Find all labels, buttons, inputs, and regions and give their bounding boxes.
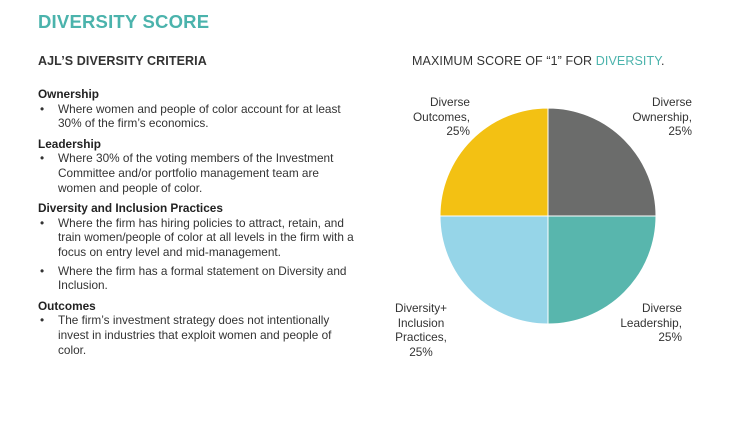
pie-slice-diverse-outcomes xyxy=(439,107,549,217)
bullet-icon: • xyxy=(40,101,45,116)
bullet-item: • Where the firm has hiring policies to … xyxy=(38,216,358,260)
section-heading: Outcomes xyxy=(38,298,96,313)
bullet-text: Where 30% of the voting members of the I… xyxy=(58,151,334,195)
bullet-text: Where the firm has a formal statement on… xyxy=(58,263,347,293)
pie-slice-diverse-ownership xyxy=(547,107,657,217)
bullet-icon: • xyxy=(40,215,45,230)
bullet-icon: • xyxy=(40,313,45,328)
section-heading: Ownership xyxy=(38,87,99,101)
criteria-section-outcomes: Outcomes • The firm’s investment strateg… xyxy=(38,299,358,357)
section-heading: Diversity and Inclusion Practices xyxy=(38,201,223,216)
label-line: Diverse xyxy=(430,95,470,109)
label-line: 25% xyxy=(668,124,692,138)
label-line: Practices, xyxy=(395,330,447,344)
slice-label-outcomes: Diverse Outcomes, 25% xyxy=(360,95,470,139)
pie-chart xyxy=(439,107,657,325)
bullet-icon: • xyxy=(40,263,45,278)
bullet-item: • Where 30% of the voting members of the… xyxy=(38,151,358,195)
criteria-section-practices: Diversity and Inclusion Practices • Wher… xyxy=(38,201,358,293)
slice-label-ownership: Diverse Ownership, 25% xyxy=(582,95,692,139)
label-line: Diverse xyxy=(652,95,692,109)
label-line: 25% xyxy=(409,344,433,359)
bullet-icon: • xyxy=(40,151,45,166)
bullet-item: • Where women and people of color accoun… xyxy=(38,102,358,131)
slice-label-leadership: Diverse Leadership, 25% xyxy=(572,301,682,345)
criteria-heading: AJL’S DIVERSITY CRITERIA xyxy=(38,54,207,68)
slice-label-practices: Diversity+ Inclusion Practices, 25% xyxy=(366,301,476,359)
pie-slice-diverse-leadership xyxy=(547,215,657,325)
bullet-item: • The firm’s investment strategy does no… xyxy=(38,313,358,357)
criteria-section-leadership: Leadership • Where 30% of the voting mem… xyxy=(38,137,358,195)
bullet-text: The firm’s investment strategy does not … xyxy=(58,313,332,357)
pie-slice-diversity-inclusion-practices xyxy=(439,215,549,325)
bullet-item: • Where the firm has a formal statement … xyxy=(38,264,358,293)
label-line: Ownership, xyxy=(632,109,692,124)
chart-title-accent: DIVERSITY xyxy=(595,54,662,68)
bullet-text: Where women and people of color account … xyxy=(58,101,341,131)
chart-title-text: MAXIMUM SCORE OF “1” FOR xyxy=(412,54,596,68)
label-line: Diversity+ xyxy=(394,301,448,315)
label-line: Inclusion xyxy=(397,315,445,330)
label-line: Leadership, xyxy=(620,315,682,330)
section-heading: Leadership xyxy=(38,136,101,151)
criteria-section-ownership: Ownership • Where women and people of co… xyxy=(38,87,358,131)
criteria-list: Ownership • Where women and people of co… xyxy=(38,87,358,363)
chart-title: MAXIMUM SCORE OF “1” FOR DIVERSITY. xyxy=(412,54,665,68)
bullet-text: Where the firm has hiring policies to at… xyxy=(58,215,354,259)
label-line: Diverse xyxy=(642,301,682,315)
label-line: 25% xyxy=(658,330,682,344)
page-title: DIVERSITY SCORE xyxy=(38,11,210,32)
chart-title-end: . xyxy=(661,54,665,68)
label-line: Outcomes, xyxy=(412,109,470,124)
label-line: 25% xyxy=(446,124,470,138)
